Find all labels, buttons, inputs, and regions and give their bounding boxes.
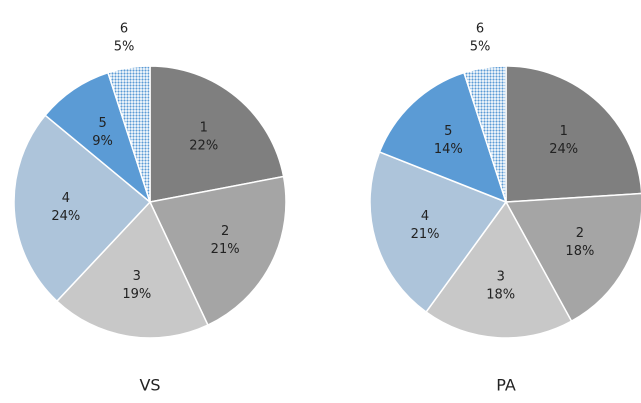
slice-category-label: 4 [62, 191, 70, 206]
slice-value-label: 21% [211, 242, 240, 257]
slice-value-label: 18% [565, 244, 594, 259]
slice-value-label: 18% [486, 288, 515, 303]
slice-value-label: 9% [92, 134, 113, 149]
pie-slice [107, 65, 151, 203]
pie-slice [505, 65, 641, 203]
pie-slice [148, 175, 287, 327]
slice-category-label: 3 [497, 270, 505, 285]
slice-value-label: 5% [114, 40, 135, 55]
pie-slice [55, 200, 209, 339]
pie-slice [369, 150, 508, 314]
chart-title: VS [139, 376, 160, 395]
slice-category-label: 5 [444, 124, 452, 139]
slice-category-label: 4 [421, 209, 429, 224]
slice-value-label: 14% [434, 142, 463, 157]
slice-category-label: 1 [560, 124, 568, 139]
pie-slice [149, 65, 285, 203]
slice-category-label: 6 [476, 22, 484, 37]
pie-slice [463, 65, 507, 203]
pie-slice [425, 200, 573, 339]
slice-category-label: 2 [576, 226, 584, 241]
slice-value-label: 21% [411, 227, 440, 242]
slice-value-label: 19% [122, 287, 151, 302]
slice-value-label: 24% [51, 209, 80, 224]
chart-title: PA [496, 376, 516, 395]
slice-category-label: 2 [221, 224, 229, 239]
pie-slice [13, 114, 152, 303]
slice-value-label: 24% [549, 142, 578, 157]
slice-category-label: 3 [133, 269, 141, 284]
slice-category-label: 1 [200, 121, 208, 136]
slice-value-label: 22% [189, 139, 218, 154]
slice-value-label: 5% [470, 40, 491, 55]
slice-category-label: 6 [120, 22, 128, 37]
slice-category-label: 5 [98, 116, 106, 131]
pie-slice [504, 192, 641, 323]
